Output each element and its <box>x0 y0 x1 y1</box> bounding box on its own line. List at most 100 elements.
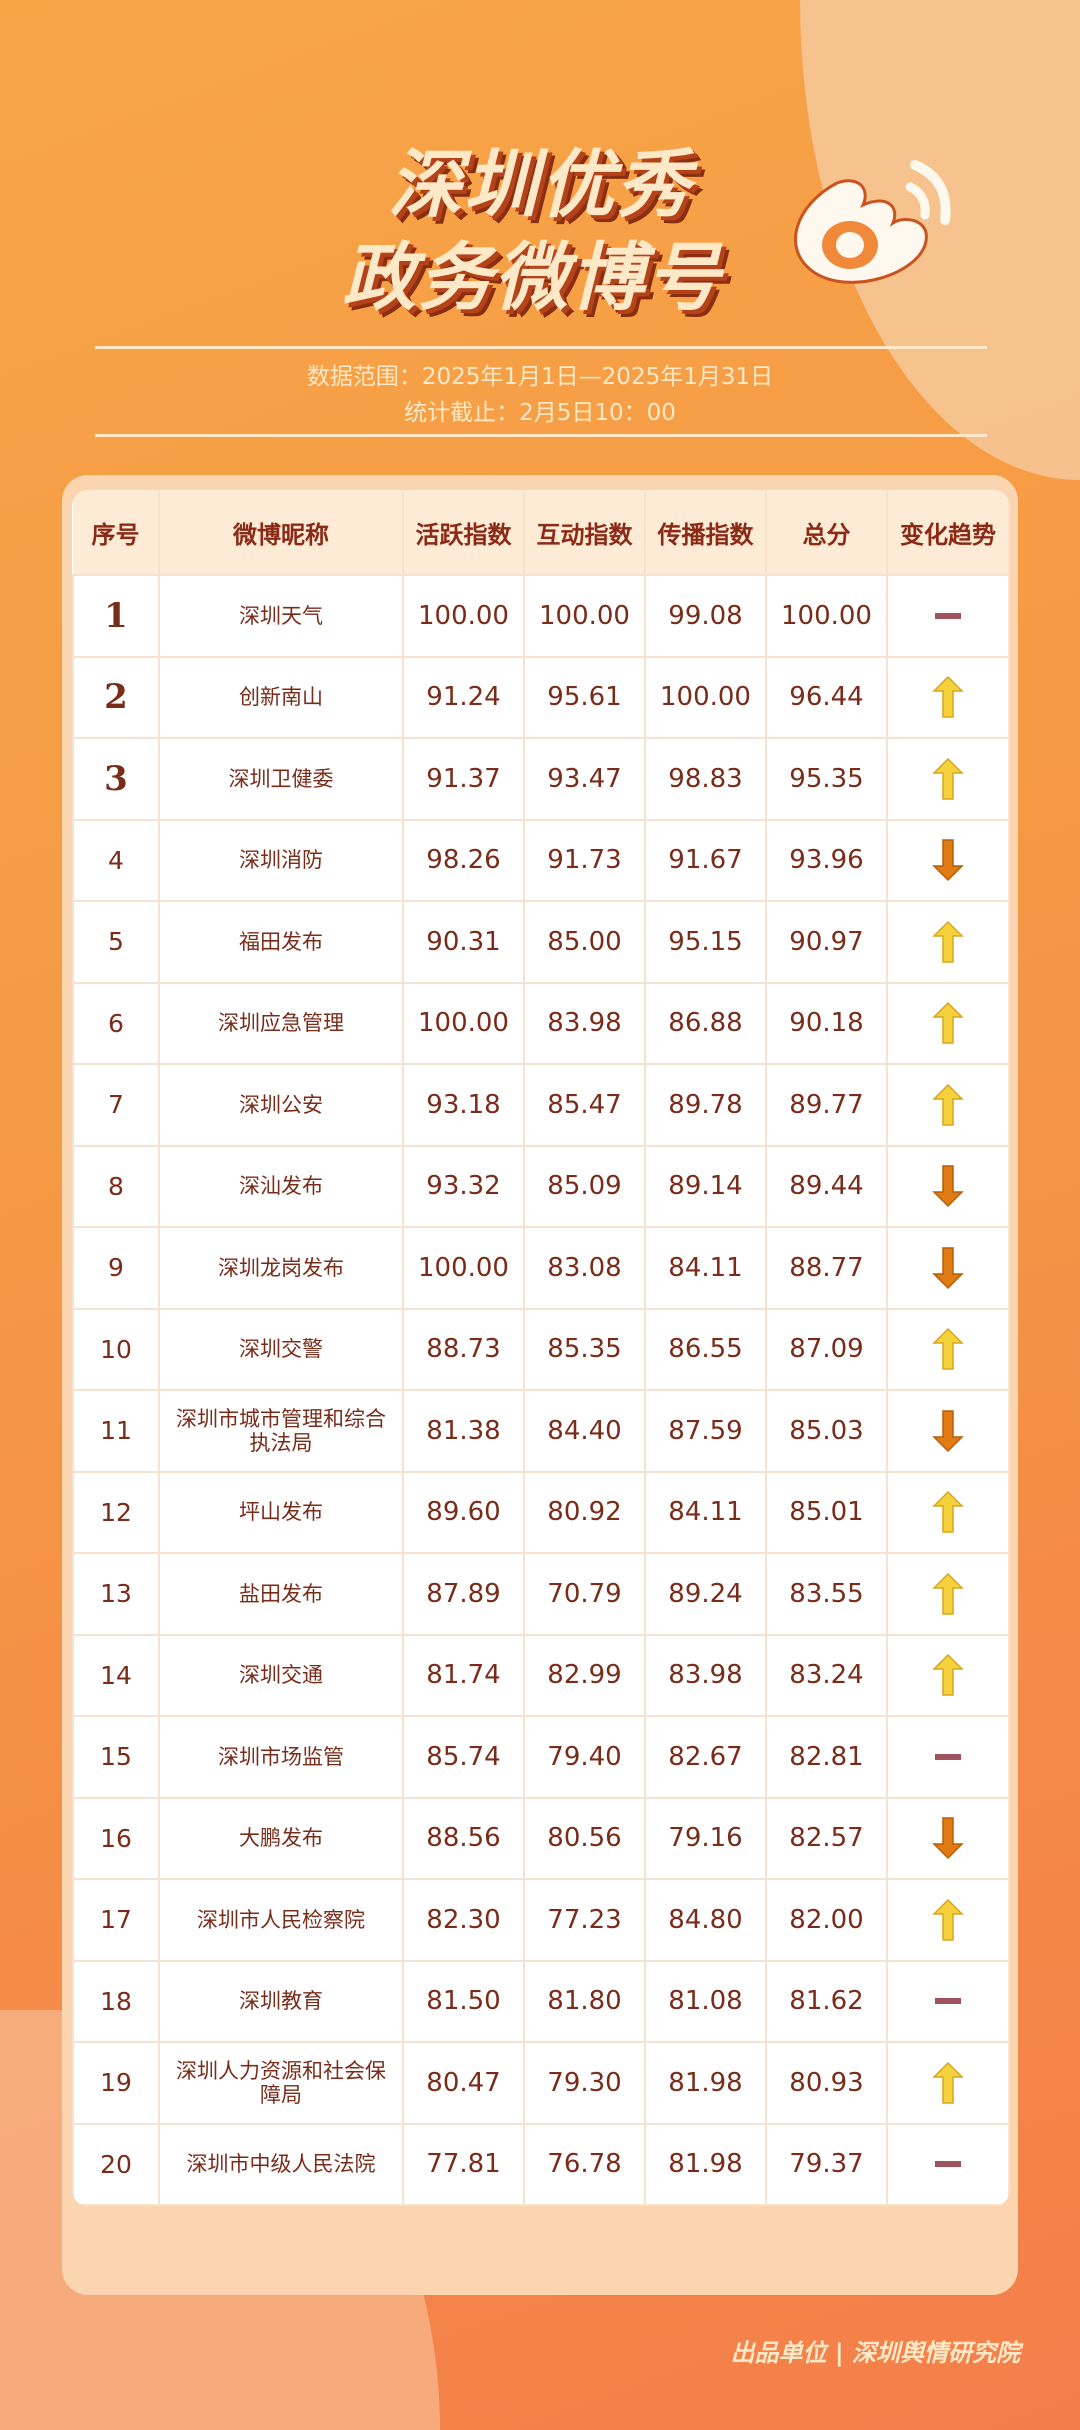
column-header: 互动指数 <box>524 490 646 575</box>
cell-active: 93.32 <box>402 1144 525 1228</box>
cell-active: 87.89 <box>402 1552 525 1636</box>
cell-active: 85.74 <box>402 1715 525 1799</box>
cell-interact: 80.92 <box>523 1470 646 1554</box>
cell-spread: 86.55 <box>644 1307 767 1391</box>
data-range: 数据范围：2025年1月1日—2025年1月31日 <box>306 364 774 390</box>
cell-interact: 81.80 <box>523 1959 646 2043</box>
cell-interact: 91.73 <box>523 818 646 902</box>
cell-active: 77.81 <box>402 2122 525 2206</box>
table-row: 5 福田发布 90.31 85.00 95.15 90.97 <box>72 900 1010 984</box>
cell-name: 深圳市人民检察院 <box>158 1878 404 1962</box>
cell-interact: 85.00 <box>523 900 646 984</box>
trend-up-icon <box>886 1063 1010 1147</box>
cell-active: 90.31 <box>402 900 525 984</box>
footer-credit: 出品单位 | 深圳舆情研究院 <box>730 2339 1020 2367</box>
cell-name: 深圳公安 <box>158 1063 404 1147</box>
cell-interact: 70.79 <box>523 1552 646 1636</box>
cell-active: 80.47 <box>402 2041 525 2125</box>
cell-interact: 80.56 <box>523 1796 646 1880</box>
cell-total: 79.37 <box>765 2122 888 2206</box>
cell-total: 90.18 <box>765 981 888 1065</box>
cell-total: 85.01 <box>765 1470 888 1554</box>
table-row: 13 盐田发布 87.89 70.79 89.24 83.55 <box>72 1552 1010 1636</box>
cell-active: 82.30 <box>402 1878 525 1962</box>
trend-down-icon <box>886 1389 1010 1473</box>
title-line2: 政务微博号 <box>342 235 722 321</box>
cell-active: 88.56 <box>402 1796 525 1880</box>
table-row: 8 深汕发布 93.32 85.09 89.14 89.44 <box>72 1144 1010 1228</box>
cell-active: 89.60 <box>402 1470 525 1554</box>
cell-name: 深圳应急管理 <box>158 981 404 1065</box>
cell-rank: 8 <box>72 1144 160 1228</box>
table-row: 19 深圳人力资源和社会保障局 80.47 79.30 81.98 80.93 <box>72 2041 1010 2125</box>
table-row: 1 深圳天气 100.00 100.00 99.08 100.00 <box>72 574 1010 658</box>
cell-spread: 84.80 <box>644 1878 767 1962</box>
trend-down-icon <box>886 818 1010 902</box>
trend-flat-icon <box>886 1959 1010 2043</box>
trend-up-icon <box>886 1552 1010 1636</box>
ranking-table: 序号 微博昵称 活跃指数 互动指数 传播指数 总分 变化趋势 1 深圳天气 100.00 100.… <box>72 490 1010 2206</box>
cell-spread: 99.08 <box>644 574 767 658</box>
cell-rank: 7 <box>72 1063 160 1147</box>
cell-name: 创新南山 <box>158 655 404 739</box>
trend-up-icon <box>886 981 1010 1065</box>
table-row: 17 深圳市人民检察院 82.30 77.23 84.80 82.00 <box>72 1878 1010 1962</box>
cell-spread: 89.24 <box>644 1552 767 1636</box>
cell-active: 81.38 <box>402 1389 525 1473</box>
cell-rank: 2 <box>72 655 160 739</box>
cell-spread: 83.98 <box>644 1633 767 1717</box>
column-header: 总分 <box>766 490 888 575</box>
weibo-logo-icon <box>794 160 951 284</box>
cell-interact: 85.47 <box>523 1063 646 1147</box>
cell-interact: 93.47 <box>523 737 646 821</box>
trend-up-icon <box>886 1470 1010 1554</box>
cell-spread: 91.67 <box>644 818 767 902</box>
trend-down-icon <box>886 1226 1010 1310</box>
cell-rank: 9 <box>72 1226 160 1310</box>
cell-total: 82.57 <box>765 1796 888 1880</box>
cell-interact: 84.40 <box>523 1389 646 1473</box>
cutoff-time: 统计截止：2月5日10：00 <box>404 400 676 426</box>
cell-rank: 5 <box>72 900 160 984</box>
cell-name: 深圳卫健委 <box>158 737 404 821</box>
table-row: 9 深圳龙岗发布 100.00 83.08 84.11 88.77 <box>72 1226 1010 1310</box>
cell-spread: 84.11 <box>644 1226 767 1310</box>
cell-spread: 84.11 <box>644 1470 767 1554</box>
cell-interact: 83.98 <box>523 981 646 1065</box>
cell-active: 81.50 <box>402 1959 525 2043</box>
cell-name: 盐田发布 <box>158 1552 404 1636</box>
cell-rank: 3 <box>72 737 160 821</box>
trend-up-icon <box>886 737 1010 821</box>
cell-interact: 100.00 <box>523 574 646 658</box>
cell-interact: 82.99 <box>523 1633 646 1717</box>
trend-flat-icon <box>886 1715 1010 1799</box>
cell-total: 89.77 <box>765 1063 888 1147</box>
cell-spread: 89.78 <box>644 1063 767 1147</box>
trend-down-icon <box>886 1796 1010 1880</box>
trend-up-icon <box>886 1633 1010 1717</box>
cell-spread: 82.67 <box>644 1715 767 1799</box>
cell-active: 93.18 <box>402 1063 525 1147</box>
cell-spread: 95.15 <box>644 900 767 984</box>
ranking-card: 序号 微博昵称 活跃指数 互动指数 传播指数 总分 变化趋势 1 深圳天气 100.00 100.… <box>62 475 1018 2295</box>
cell-rank: 17 <box>72 1878 160 1962</box>
cell-active: 81.74 <box>402 1633 525 1717</box>
cell-spread: 81.98 <box>644 2041 767 2125</box>
trend-flat-icon <box>886 2122 1010 2206</box>
cell-interact: 77.23 <box>523 1878 646 1962</box>
table-row: 11 深圳市城市管理和综合执法局 81.38 84.40 87.59 85.03 <box>72 1389 1010 1473</box>
cell-interact: 79.40 <box>523 1715 646 1799</box>
column-header: 活跃指数 <box>403 490 525 575</box>
cell-total: 83.24 <box>765 1633 888 1717</box>
cell-rank: 18 <box>72 1959 160 2043</box>
table-row: 3 深圳卫健委 91.37 93.47 98.83 95.35 <box>72 737 1010 821</box>
cell-total: 90.97 <box>765 900 888 984</box>
cell-total: 80.93 <box>765 2041 888 2125</box>
trend-up-icon <box>886 900 1010 984</box>
cell-total: 82.00 <box>765 1878 888 1962</box>
cell-rank: 13 <box>72 1552 160 1636</box>
cell-total: 89.44 <box>765 1144 888 1228</box>
cell-rank: 15 <box>72 1715 160 1799</box>
cell-spread: 79.16 <box>644 1796 767 1880</box>
cell-spread: 86.88 <box>644 981 767 1065</box>
